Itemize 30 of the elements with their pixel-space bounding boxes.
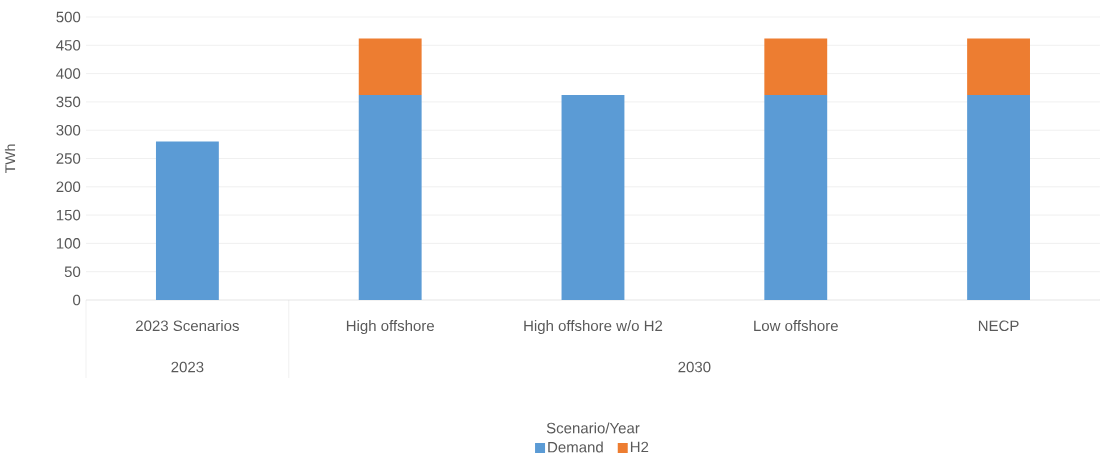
y-tick-label: 500	[56, 11, 81, 23]
y-axis-title: TWh	[4, 144, 16, 173]
legend-label: Demand	[548, 441, 603, 453]
x-tick-label: High offshore w/o H2	[524, 320, 663, 335]
y-tick-label: 50	[64, 266, 81, 278]
y-tick-label: 350	[56, 96, 81, 108]
bar	[155, 141, 219, 300]
y-tick-label: 100	[56, 238, 81, 249]
bar	[764, 38, 828, 96]
bar	[358, 95, 422, 300]
legend-label: H2	[630, 441, 649, 453]
bar	[764, 95, 828, 300]
y-tick-label: 400	[56, 68, 81, 79]
y-tick-label: 300	[56, 124, 81, 136]
legend-title: Scenario/Year	[546, 422, 640, 434]
x-tick-label: High offshore	[346, 320, 434, 335]
x-tick-label: 2023 Scenarios	[136, 320, 239, 332]
y-tick-label: 0	[73, 294, 81, 306]
x-tick-label: Low offshore	[754, 320, 838, 332]
x-tick-label: NECP	[978, 320, 1019, 332]
bar	[967, 95, 1030, 300]
y-tick-label: 250	[56, 153, 81, 164]
bar	[358, 38, 422, 96]
text: 2030	[678, 361, 711, 373]
y-tick-label: 450	[56, 39, 81, 51]
bar	[561, 95, 625, 300]
bar	[967, 38, 1030, 96]
text: 2023	[171, 361, 204, 373]
y-tick-label: 200	[56, 181, 81, 193]
y-tick-label: 150	[56, 209, 81, 221]
